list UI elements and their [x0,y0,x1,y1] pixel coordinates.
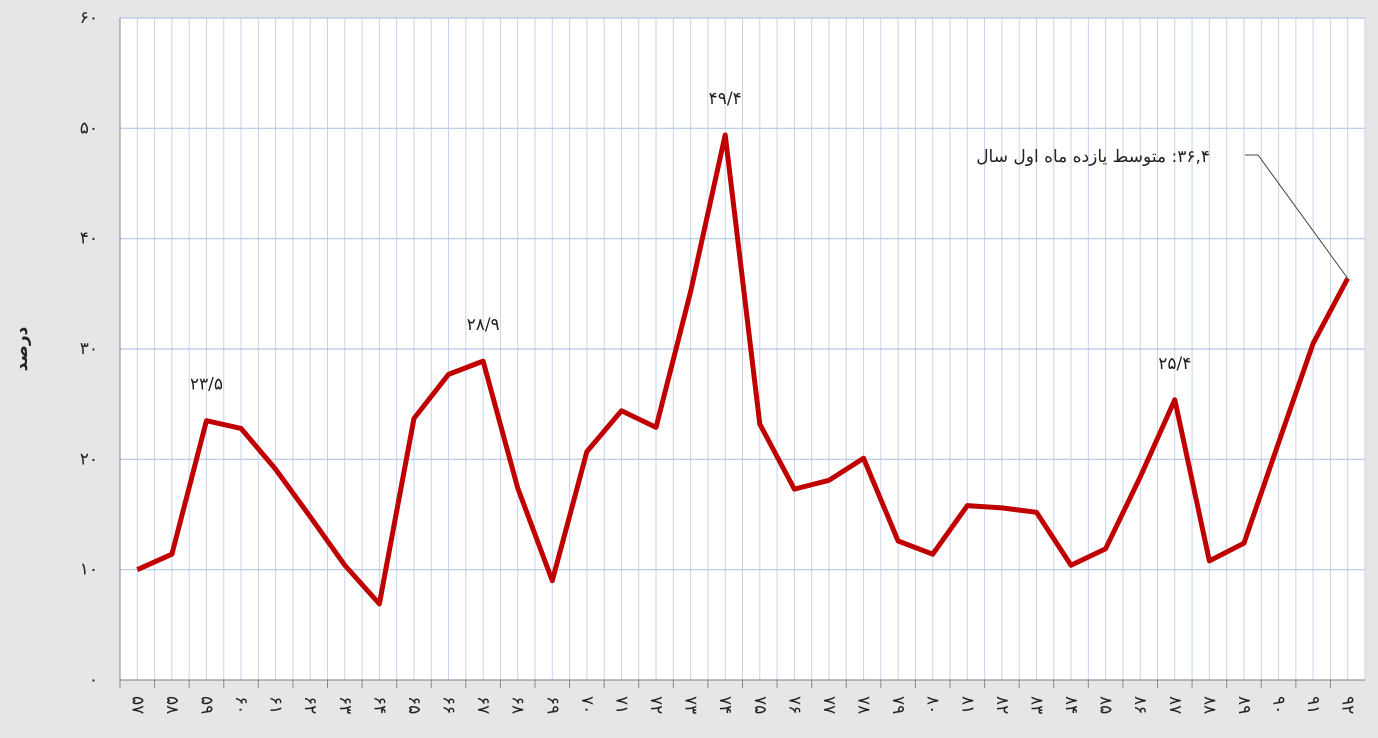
x-tick-label: ۷۸ [854,696,874,714]
x-tick-label: ۷۱ [611,696,631,714]
x-tick-label: ۸۱ [957,696,977,714]
leader-line [1245,154,1349,279]
x-tick-label: ۶۹ [542,696,562,714]
x-tick-label: ۸۳ [1026,696,1046,714]
x-tick-label: ۸۶ [1130,696,1150,714]
x-tick-label: ۷۲ [646,696,666,714]
x-tick-label: ۸۲ [992,696,1012,714]
x-tick-label: ۶۶ [439,696,459,714]
x-tick-label: ۷۳ [681,696,701,714]
annotation: ۳۶,۴: متوسط یازده ماه اول سال [976,147,1210,167]
x-tick-label: ۷۹ [888,696,908,714]
data-label: ۲۳/۵ [190,375,223,395]
x-tick-label: ۶۲ [300,696,320,714]
x-tick-label: ۶۳ [335,696,355,714]
x-tick-label: ۸۸ [1199,696,1219,714]
y-tick-label: ۰ [89,670,98,690]
y-tick-label: ۳۰ [80,339,98,359]
x-tick-label: ۸۴ [1061,696,1081,714]
x-tick-label: ۷۴ [715,696,735,714]
x-tick-label: ۶۴ [369,696,389,714]
x-tick-label: ۸۵ [1096,696,1116,714]
x-tick-label: ۷۶ [784,696,804,714]
x-tick-label: ۸۷ [1165,696,1185,714]
y-tick-label: ۴۰ [80,229,98,249]
x-tick-label: ۵۹ [196,696,216,714]
x-tick-label: ۵۸ [162,696,182,714]
y-axis-label: درصد [12,326,32,371]
x-tick-label: ۶۰ [231,696,251,714]
data-line [136,132,1350,607]
x-tick-label: ۶۱ [266,696,286,714]
x-tick-label: ۹۱ [1303,696,1323,714]
x-tick-label: ۷۰ [577,696,597,714]
y-tick-label: ۶۰ [80,8,98,28]
data-label: ۴۹/۴ [709,89,742,109]
x-tick-label: ۹۰ [1269,696,1289,714]
y-tick-label: ۵۰ [80,118,98,138]
y-tick-label: ۱۰ [80,560,98,580]
x-tick-label: ۵۷ [127,696,147,714]
x-tick-label: ۹۲ [1338,696,1358,714]
x-tick-label: ۶۸ [508,696,528,714]
x-tick-label: ۶۷ [473,696,493,714]
y-tick-label: ۲۰ [80,449,98,469]
x-tick-label: ۶۵ [404,696,424,714]
x-tick-label: ۸۹ [1234,696,1254,714]
data-label: ۲۵/۴ [1158,354,1191,374]
x-tick-label: ۸۰ [923,696,943,714]
x-tick-label: ۷۵ [750,696,770,714]
x-tick-label: ۷۷ [819,696,839,714]
data-label: ۲۸/۹ [467,315,500,335]
